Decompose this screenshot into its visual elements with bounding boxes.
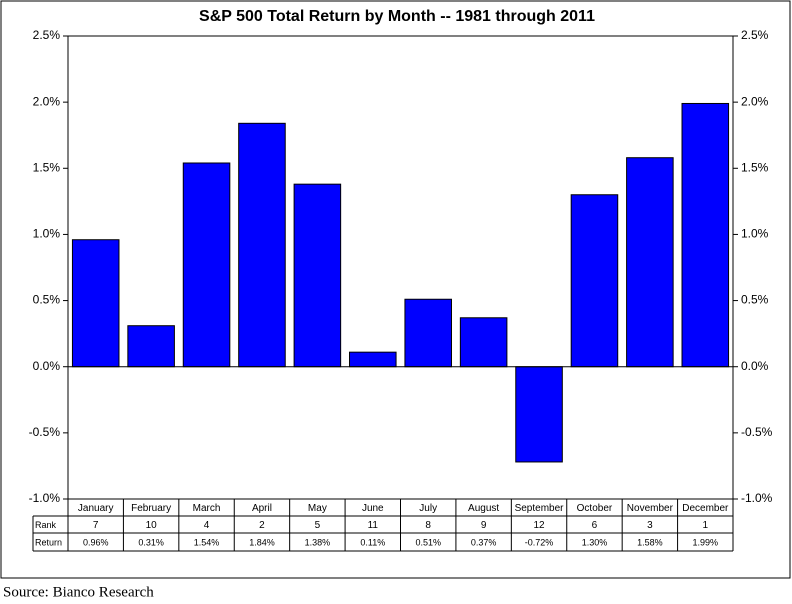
x-tick-label: February [131, 503, 171, 514]
value-label: 1.30% [582, 537, 608, 547]
rank: 5 [315, 520, 321, 531]
y-tick-label: 2.5% [33, 28, 61, 42]
x-tick-label: March [193, 503, 221, 514]
value-label: 0.51% [415, 537, 441, 547]
x-tick-label: April [252, 503, 272, 514]
rank: 8 [425, 520, 431, 531]
y-tick-label: 2.0% [33, 94, 61, 108]
x-tick-label: July [419, 503, 437, 514]
y-tick-label: 0.0% [33, 359, 61, 373]
x-tick-label: May [308, 503, 327, 514]
plot-area [67, 35, 734, 500]
bar [238, 122, 286, 368]
y-tick-label: 1.0% [33, 227, 61, 241]
y-tick-label: -0.5% [29, 425, 61, 439]
bar [182, 162, 231, 368]
x-tick-label: September [515, 503, 565, 514]
chart-title: S&P 500 Total Return by Month -- 1981 th… [199, 8, 595, 25]
value-label: 0.96% [83, 537, 109, 547]
value-label: -0.72% [525, 537, 554, 547]
bar [349, 351, 397, 368]
rank: 4 [204, 520, 210, 531]
bar [515, 366, 563, 463]
x-tick-label: January [78, 503, 114, 514]
value-label: 1.58% [637, 537, 663, 547]
source: Source: Bianco Research [3, 584, 154, 600]
rank: 7 [93, 520, 99, 531]
y-tick-label: -1.0% [29, 491, 61, 505]
y2-tick-label: -0.5% [741, 425, 773, 439]
bar [404, 298, 452, 368]
x-tick-label: October [577, 503, 613, 514]
bar [71, 239, 120, 368]
y-tick-label: 0.5% [33, 293, 61, 307]
rank: 1 [703, 520, 709, 531]
bar [626, 157, 674, 368]
rank: 11 [368, 520, 379, 531]
value-label: 0.31% [138, 537, 164, 547]
bar [681, 102, 730, 368]
bar [127, 325, 175, 368]
value-label: 1.38% [305, 537, 331, 547]
y2-tick-label: 2.5% [741, 28, 769, 42]
table-row-label: Rank [35, 520, 57, 530]
rank: 6 [592, 520, 598, 531]
y-tick-label: 1.5% [33, 160, 61, 174]
value-label: 1.54% [194, 537, 220, 547]
rank: 10 [146, 520, 158, 531]
y2-tick-label: 0.0% [741, 359, 769, 373]
bar [293, 183, 342, 368]
y2-tick-label: 2.0% [741, 94, 769, 108]
bar [570, 194, 619, 368]
bar [459, 317, 508, 368]
y2-tick-label: 1.0% [741, 227, 769, 241]
x-tick-label: December [682, 503, 729, 514]
rank: 12 [533, 520, 545, 531]
y2-tick-label: -1.0% [741, 491, 773, 505]
x-tick-label: November [627, 503, 674, 514]
y2-tick-label: 0.5% [741, 293, 769, 307]
table-row-label: Return [35, 537, 62, 547]
value-label: 0.11% [360, 537, 385, 547]
value-label: 0.37% [471, 537, 497, 547]
rank: 2 [259, 520, 265, 531]
value-label: 1.84% [249, 537, 275, 547]
y2-tick-label: 1.5% [741, 160, 769, 174]
x-tick-label: June [362, 503, 384, 514]
rank: 3 [647, 520, 653, 531]
x-tick-label: August [468, 503, 499, 514]
value-label: 1.99% [693, 537, 719, 547]
rank: 9 [481, 520, 487, 531]
